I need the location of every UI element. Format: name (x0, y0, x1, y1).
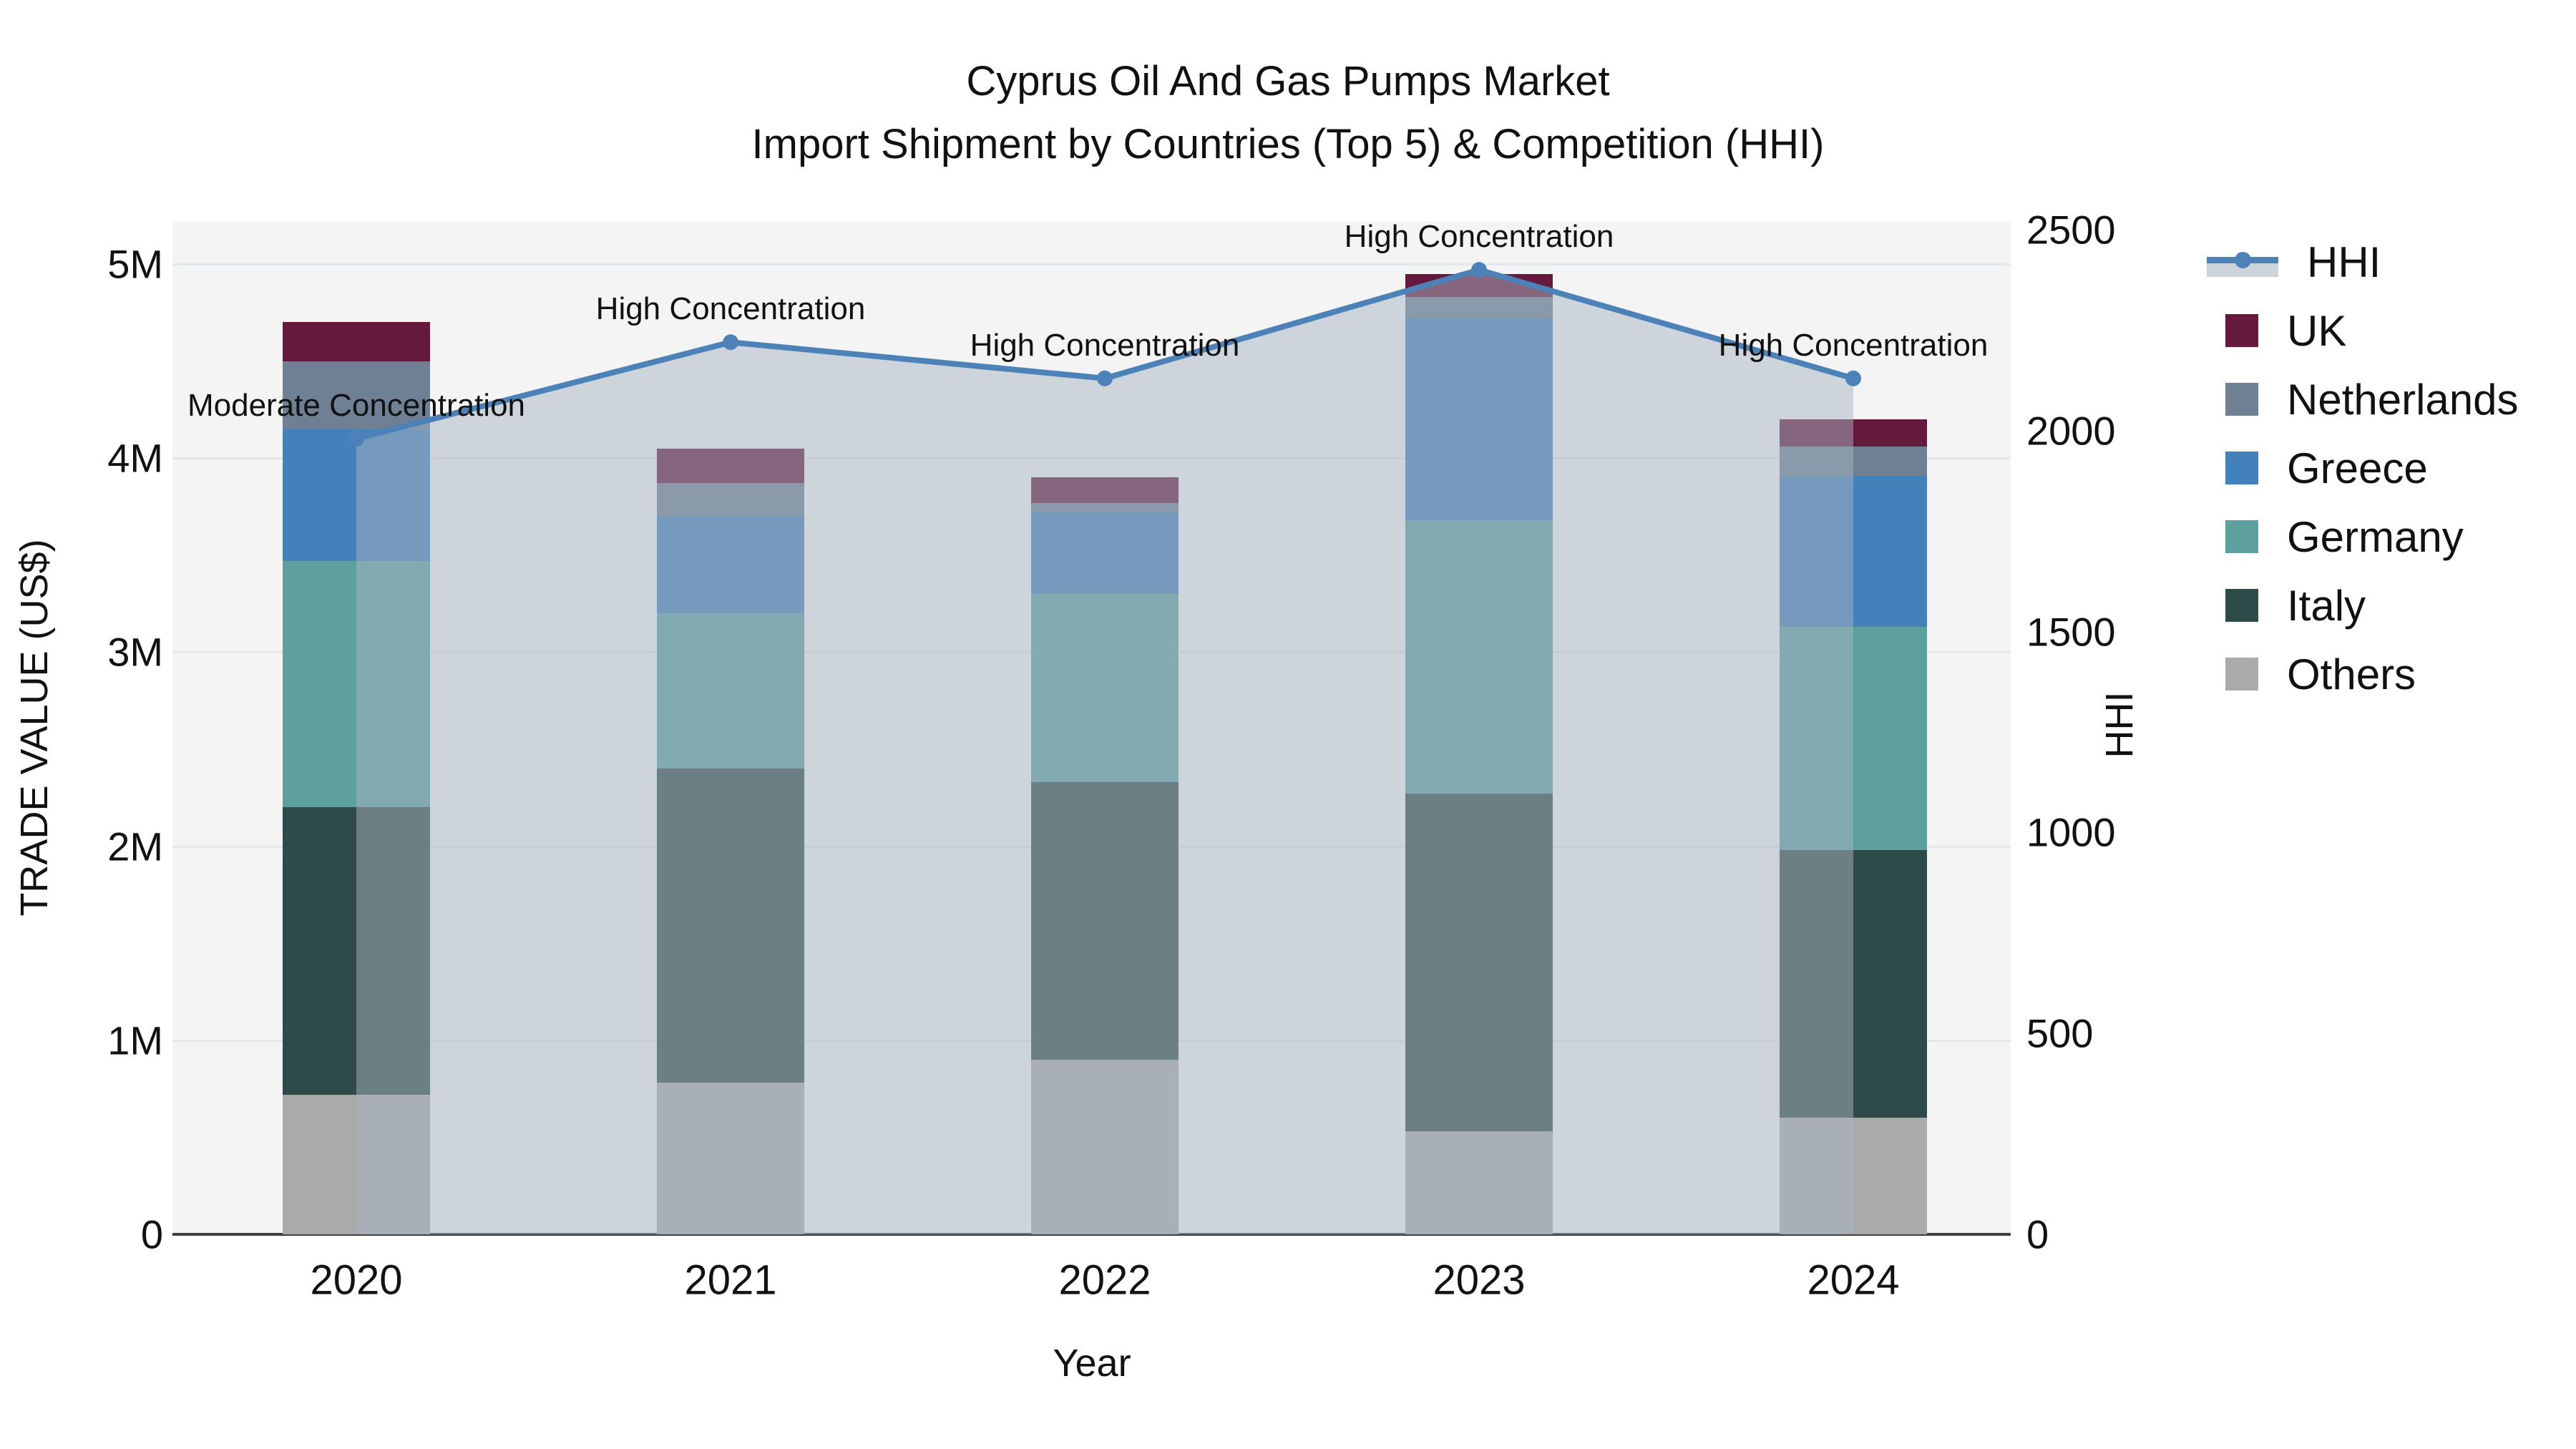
bar-segment-uk-2022 (1031, 477, 1179, 503)
bar-segment-italy-2021 (657, 769, 804, 1083)
legend-item-germany[interactable]: Germany (2200, 502, 2464, 571)
x-tick-2020: 2020 (310, 1257, 403, 1304)
bar-segment-others-2021 (657, 1083, 804, 1234)
legend-item-italy[interactable]: Italy (2200, 571, 2366, 640)
y-left-tick-1M: 1M (107, 1018, 163, 1063)
bar-segment-others-2020 (283, 1094, 430, 1234)
y-axis-title-left: TRADE VALUE (US$) (13, 539, 56, 917)
y-left-tick-3M: 3M (107, 629, 163, 675)
y-right-tick-2000: 2000 (2026, 408, 2116, 454)
legend-item-greece[interactable]: Greece (2200, 434, 2428, 502)
legend-swatch-germany (2225, 520, 2258, 553)
bar-segment-netherlands-2024 (1780, 446, 1927, 476)
bar-segment-germany-2020 (283, 560, 430, 808)
y-left-tick-5M: 5M (107, 241, 163, 287)
bar-segment-greece-2020 (283, 429, 430, 561)
legend-swatch-greece (2225, 452, 2258, 484)
annotation-2023: High Concentration (1344, 219, 1614, 255)
annotation-2022: High Concentration (970, 327, 1240, 363)
bar-segment-germany-2021 (657, 613, 804, 769)
bar-segment-italy-2022 (1031, 782, 1179, 1060)
chart-title: Cyprus Oil And Gas Pumps Market Import S… (0, 50, 2576, 176)
legend-label-greece: Greece (2287, 444, 2428, 492)
legend-label-netherlands: Netherlands (2287, 375, 2519, 424)
bar-segment-uk-2023 (1405, 273, 1553, 298)
bar-segment-others-2022 (1031, 1059, 1179, 1234)
legend-item-netherlands[interactable]: Netherlands (2200, 365, 2519, 434)
bar-segment-germany-2022 (1031, 594, 1179, 783)
legend-label-others: Others (2287, 650, 2416, 698)
y-axis-title-right: HHI (2098, 691, 2141, 758)
bar-segment-germany-2024 (1780, 627, 1927, 851)
bar-segment-others-2023 (1405, 1131, 1553, 1234)
bar-segment-uk-2021 (657, 448, 804, 484)
bar-segment-uk-2024 (1780, 419, 1927, 447)
x-tick-2024: 2024 (1807, 1257, 1900, 1304)
y-right-tick-1500: 1500 (2026, 609, 2116, 655)
annotation-2024: High Concentration (1718, 327, 1989, 363)
bar-segment-greece-2021 (657, 516, 804, 614)
legend-swatch-netherlands (2225, 383, 2258, 416)
bar-segment-others-2024 (1780, 1118, 1927, 1234)
bar-segment-greece-2024 (1780, 475, 1927, 628)
x-tick-2021: 2021 (684, 1257, 777, 1304)
y-left-tick-0: 0 (140, 1211, 163, 1257)
annotation-2021: High Concentration (595, 291, 866, 327)
bar-segment-greece-2023 (1405, 318, 1553, 520)
legend-label-germany: Germany (2287, 512, 2464, 561)
legend-swatch-italy (2225, 589, 2258, 622)
x-axis-title: Year (1053, 1342, 1131, 1385)
bar-segment-netherlands-2022 (1031, 502, 1179, 513)
y-left-tick-4M: 4M (107, 435, 163, 481)
bar-segment-uk-2020 (283, 322, 430, 361)
x-tick-2023: 2023 (1433, 1257, 1526, 1304)
x-axis-line (172, 1233, 2011, 1236)
legend-swatch-others (2225, 658, 2258, 691)
y-right-tick-2500: 2500 (2026, 207, 2116, 253)
y-right-tick-0: 0 (2026, 1211, 2049, 1257)
legend-item-hhi[interactable]: HHI (2200, 228, 2381, 296)
annotation-2020: Moderate Concentration (187, 388, 526, 424)
y-left-tick-2M: 2M (107, 824, 163, 869)
legend-label-hhi: HHI (2307, 238, 2381, 286)
y-right-tick-1000: 1000 (2026, 809, 2116, 855)
legend-label-italy: Italy (2287, 581, 2366, 630)
bar-segment-netherlands-2021 (657, 483, 804, 517)
bar-segment-italy-2020 (283, 807, 430, 1095)
legend-swatch-uk (2225, 314, 2258, 347)
chart-title-line1: Cyprus Oil And Gas Pumps Market (966, 58, 1610, 104)
bar-segment-greece-2022 (1031, 512, 1179, 595)
gridline (172, 263, 2011, 265)
bar-segment-italy-2023 (1405, 794, 1553, 1132)
bar-segment-italy-2024 (1780, 850, 1927, 1118)
legend-item-others[interactable]: Others (2200, 640, 2416, 708)
bar-segment-netherlands-2023 (1405, 297, 1553, 318)
bar-segment-germany-2023 (1405, 519, 1553, 794)
x-tick-2022: 2022 (1058, 1257, 1151, 1304)
chart-title-line2: Import Shipment by Countries (Top 5) & C… (751, 121, 1825, 167)
legend-label-uk: UK (2287, 306, 2347, 355)
hhi-marker-legend-dot (2235, 252, 2251, 268)
legend-item-uk[interactable]: UK (2200, 296, 2346, 365)
y-right-tick-500: 500 (2026, 1010, 2094, 1056)
gridline (172, 457, 2011, 460)
hhi-line-legend-icon (2207, 245, 2278, 278)
